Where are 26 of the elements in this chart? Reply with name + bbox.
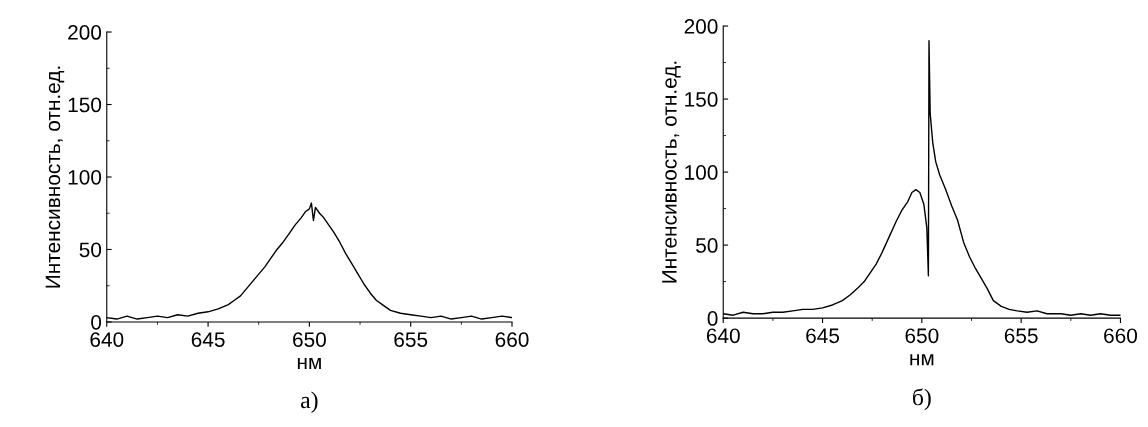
y-tick-label: 200 (68, 25, 102, 40)
y-tick-label: 100 (68, 169, 102, 185)
y-axis-title: Интенсивность, отн.ед. (45, 66, 65, 288)
x-axis-title: нм (910, 354, 934, 366)
y-tick-label: 50 (79, 242, 102, 258)
x-tick-label: 650 (905, 328, 939, 344)
x-tick-label: 645 (806, 328, 840, 344)
x-tick-label: 650 (293, 332, 326, 347)
y-tick-label: 50 (696, 238, 718, 253)
x-tick-label: 660 (495, 332, 529, 347)
y-tick-label: 150 (685, 92, 718, 107)
x-tick-label: 645 (191, 332, 225, 347)
y-tick-label: 100 (685, 165, 718, 180)
x-axis-title: нм (297, 357, 321, 369)
x-tick-label: 655 (394, 332, 428, 347)
x-tick-label: 640 (90, 332, 124, 347)
y-axis-title: Интенсивность, отн.ед. (662, 61, 681, 283)
text: б) (913, 388, 931, 411)
x-tick-label: 660 (1104, 328, 1138, 344)
y-tick-label: 0 (91, 314, 102, 330)
y-tick-label: 200 (684, 19, 718, 34)
x-tick-label: 655 (1004, 328, 1038, 344)
text: а) (301, 391, 318, 413)
y-tick-label: 0 (707, 311, 718, 326)
x-tick-label: 640 (706, 328, 740, 344)
y-tick-label: 150 (68, 97, 102, 113)
